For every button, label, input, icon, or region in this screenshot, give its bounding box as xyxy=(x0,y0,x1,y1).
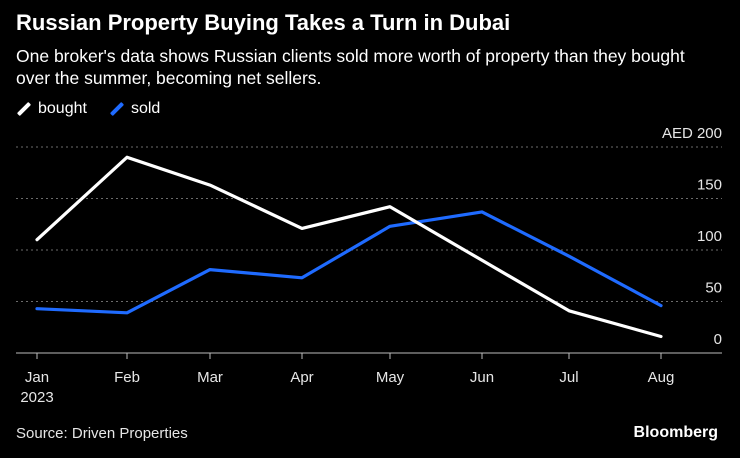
y-tick-label: AED 200 xyxy=(662,125,722,142)
source-note: Source: Driven Properties xyxy=(16,425,188,442)
series-line-sold xyxy=(35,210,663,315)
x-tick-label: Feb xyxy=(114,369,140,386)
legend-label-bought: bought xyxy=(38,100,87,117)
x-tick-label: Jul xyxy=(559,369,578,386)
y-tick-label: 50 xyxy=(705,280,722,297)
legend-label-sold: sold xyxy=(130,100,161,117)
x-tick-label: Jan xyxy=(25,369,49,386)
x-tick-label: Apr xyxy=(290,369,313,386)
y-tick-label: 150 xyxy=(697,177,722,194)
legend-item-bought: bought xyxy=(16,100,87,118)
legend-item-sold: sold xyxy=(109,100,160,118)
x-tick-label: Mar xyxy=(197,369,223,386)
x-tick-sublabel: 2023 xyxy=(20,389,53,406)
x-tick-label: Jun xyxy=(470,369,494,386)
y-tick-label: 0 xyxy=(714,331,722,348)
y-tick-label: 100 xyxy=(697,228,722,245)
series-line-bought xyxy=(35,155,663,339)
x-tick-label: Aug xyxy=(648,369,675,386)
legend: bought sold xyxy=(16,100,160,118)
bloomberg-logo: Bloomberg xyxy=(633,424,718,441)
x-tick-label: May xyxy=(376,369,405,386)
chart-title: Russian Property Buying Takes a Turn in … xyxy=(16,10,511,35)
chart-subtitle: One broker's data shows Russian clients … xyxy=(16,46,685,88)
